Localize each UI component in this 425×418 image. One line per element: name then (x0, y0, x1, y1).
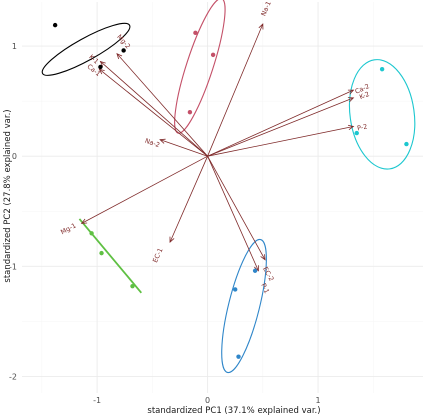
x-tick-label: 1 (316, 396, 321, 405)
group-ellipse (348, 59, 416, 170)
loading-label: K-2 (358, 90, 370, 101)
group-line (78, 218, 142, 294)
arrow-head (347, 97, 355, 103)
y-tick-label: 1 (12, 42, 17, 51)
data-point (193, 30, 198, 36)
arrow-head (258, 23, 264, 30)
arrow-head (254, 265, 259, 272)
data-point (252, 268, 258, 273)
data-point (99, 250, 104, 256)
loading-arrow (81, 155, 208, 224)
data-point (89, 231, 94, 236)
loading-arrow (207, 156, 266, 260)
x-tick-label: -1 (93, 396, 101, 405)
y-tick-label: 0 (12, 152, 17, 161)
loading-arrow (207, 23, 264, 157)
grid (22, 2, 423, 393)
arrow-head (159, 138, 166, 144)
loading-arrow (100, 61, 208, 157)
data-points (52, 22, 409, 359)
group-ellipses (41, 0, 416, 374)
loading-arrow (159, 139, 208, 157)
arrow-head (347, 89, 355, 95)
data-point (233, 287, 238, 292)
x-axis-title: standardized PC1 (37.1% explained var.) (147, 406, 320, 416)
y-tick-label: -2 (9, 372, 17, 381)
data-point (121, 48, 126, 53)
loading-arrow (116, 53, 208, 157)
data-point (52, 22, 58, 28)
y-axis-title: standardized PC2 (27.8% explained var.) (3, 109, 13, 282)
data-point (210, 52, 216, 58)
y-tick-label: -1 (9, 262, 17, 271)
x-tick-label: 0 (205, 396, 210, 405)
loading-arrow (169, 156, 208, 243)
data-point (236, 354, 241, 359)
loading-arrow (207, 126, 354, 157)
arrow-head (98, 68, 105, 75)
arrow-head (347, 124, 355, 130)
arrow-head (99, 60, 106, 67)
data-point (404, 141, 409, 147)
arrow-head (169, 236, 175, 244)
arrow-head (80, 218, 88, 224)
data-point (130, 283, 135, 289)
arrow-head (116, 53, 123, 60)
loading-arrow (99, 68, 208, 157)
data-point (379, 66, 385, 72)
arrow-head (260, 254, 266, 261)
loading-arrow (207, 89, 354, 157)
group-ellipse (174, 0, 226, 134)
loading-arrow (207, 156, 259, 271)
loading-label: P-2 (356, 123, 368, 133)
tick-labels: -1 0 1 -2 -1 0 1 (9, 42, 321, 405)
loading-arrow (207, 97, 354, 157)
group-ellipse (221, 238, 267, 374)
loading-label: P-1 (259, 282, 270, 295)
group-ellipse (41, 22, 131, 76)
data-point (354, 130, 359, 136)
data-point (187, 109, 193, 115)
data-point (98, 64, 103, 70)
